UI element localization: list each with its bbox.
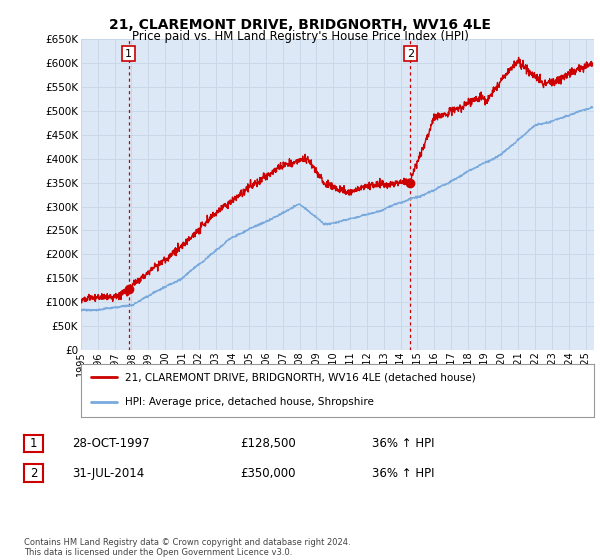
Text: 36% ↑ HPI: 36% ↑ HPI [372, 466, 434, 480]
Text: 28-OCT-1997: 28-OCT-1997 [72, 437, 149, 450]
Text: £128,500: £128,500 [240, 437, 296, 450]
Text: 36% ↑ HPI: 36% ↑ HPI [372, 437, 434, 450]
Text: Price paid vs. HM Land Registry's House Price Index (HPI): Price paid vs. HM Land Registry's House … [131, 30, 469, 43]
Text: 1: 1 [30, 437, 37, 450]
Text: HPI: Average price, detached house, Shropshire: HPI: Average price, detached house, Shro… [125, 397, 373, 407]
Text: 21, CLAREMONT DRIVE, BRIDGNORTH, WV16 4LE: 21, CLAREMONT DRIVE, BRIDGNORTH, WV16 4L… [109, 18, 491, 32]
Text: 2: 2 [407, 49, 414, 59]
Text: 21, CLAREMONT DRIVE, BRIDGNORTH, WV16 4LE (detached house): 21, CLAREMONT DRIVE, BRIDGNORTH, WV16 4L… [125, 372, 475, 382]
Text: 2: 2 [30, 466, 37, 480]
Text: Contains HM Land Registry data © Crown copyright and database right 2024.
This d: Contains HM Land Registry data © Crown c… [24, 538, 350, 557]
Text: 31-JUL-2014: 31-JUL-2014 [72, 466, 144, 480]
Text: £350,000: £350,000 [240, 466, 296, 480]
Text: 1: 1 [125, 49, 132, 59]
